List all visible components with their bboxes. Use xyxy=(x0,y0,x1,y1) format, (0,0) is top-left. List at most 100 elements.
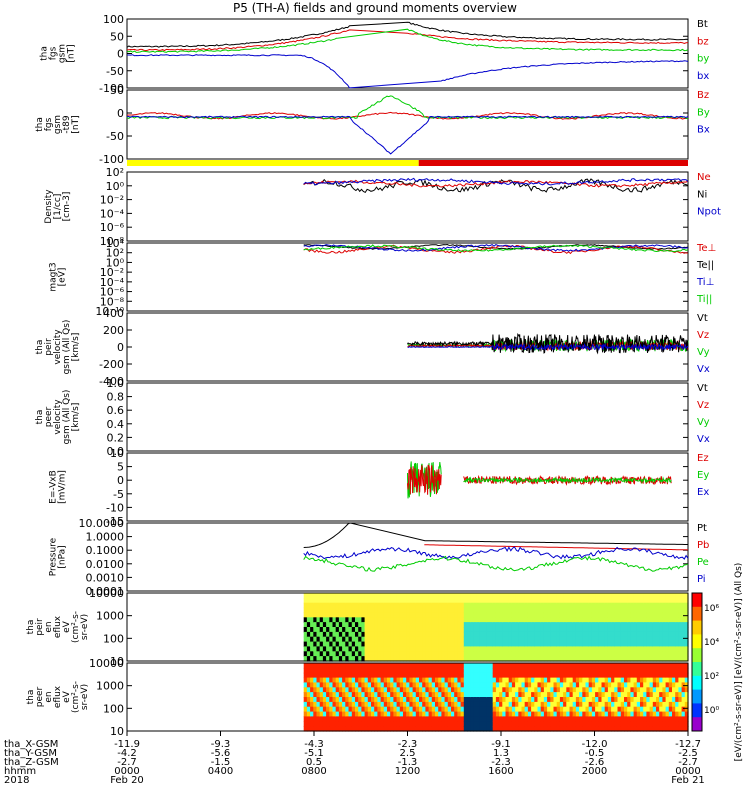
spectrogram-cell xyxy=(415,656,420,662)
spectrogram-cell xyxy=(531,656,535,662)
spectrogram-cell xyxy=(316,677,321,684)
spectrogram-cell xyxy=(601,716,606,722)
spectrogram-cell xyxy=(591,663,596,669)
spectrogram-cell xyxy=(652,607,657,614)
spectrogram-cell xyxy=(563,706,567,713)
spectrogram-cell xyxy=(470,682,474,688)
spectrogram-cell xyxy=(412,641,417,648)
spectrogram-cell xyxy=(438,663,442,669)
spectrogram-cell xyxy=(624,672,628,679)
spectrogram-cell xyxy=(377,636,382,643)
spectrogram-cell xyxy=(518,687,523,693)
spectrogram-cell xyxy=(422,687,426,693)
spectrogram-cell xyxy=(585,607,590,614)
spectrogram-cell xyxy=(508,622,513,628)
spectrogram-cell xyxy=(463,622,468,628)
spectrogram-cell xyxy=(319,721,324,727)
legend-Npot: Npot xyxy=(697,207,721,218)
spectrogram-cell xyxy=(665,593,670,599)
spectrogram-cell xyxy=(374,687,378,693)
spectrogram-cell xyxy=(380,631,385,638)
spectrogram-cell xyxy=(383,646,388,652)
spectrogram-cell xyxy=(419,622,423,628)
spectrogram-cell xyxy=(303,656,308,662)
spectrogram-cell xyxy=(556,631,561,638)
spectrogram-cell xyxy=(620,641,625,648)
spectrogram-cell xyxy=(540,636,545,643)
spectrogram-cell xyxy=(393,677,398,684)
spectrogram-cell xyxy=(611,622,615,628)
spectrogram-cell xyxy=(387,726,391,732)
spectrogram-cell xyxy=(534,672,539,679)
spectrogram-cell xyxy=(684,641,689,648)
spectrogram-cell xyxy=(540,593,545,599)
y-tick-label: 100 xyxy=(103,702,124,715)
spectrogram-cell xyxy=(345,636,350,643)
spectrogram-cell xyxy=(569,672,574,679)
spectrogram-cell xyxy=(675,602,679,609)
spectrogram-cell xyxy=(646,667,651,674)
spectrogram-cell xyxy=(348,651,353,657)
spectrogram-cell xyxy=(415,726,420,732)
spectrogram-cell xyxy=(575,656,580,662)
spectrogram-cell xyxy=(601,701,606,708)
spectrogram-cell xyxy=(646,726,651,732)
spectrogram-cell xyxy=(457,646,462,652)
spectrogram-cell xyxy=(470,612,474,618)
spectrogram-cell xyxy=(332,721,337,727)
spectrogram-cell xyxy=(656,636,660,643)
spectrogram-cell xyxy=(409,636,414,643)
spectrogram-cell xyxy=(681,651,686,657)
spectrogram-cell xyxy=(495,651,500,657)
spectrogram-cell xyxy=(502,656,507,662)
spectrogram-cell xyxy=(403,617,407,623)
spectrogram-cell xyxy=(614,622,619,628)
spectrogram-cell xyxy=(620,667,625,674)
spectrogram-cell xyxy=(672,726,676,732)
spectrogram-cell xyxy=(595,701,599,708)
spectrogram-cell xyxy=(534,622,539,628)
spectrogram-cell xyxy=(604,627,609,633)
spectrogram-cell xyxy=(438,651,442,657)
spectrogram-cell xyxy=(422,682,426,688)
spectrogram-cell xyxy=(591,656,596,662)
spectrogram-cell xyxy=(553,612,558,618)
spectrogram-cell xyxy=(387,716,391,722)
spectrogram-cell xyxy=(572,721,577,727)
spectrogram-cell xyxy=(627,651,631,657)
spectrogram-cell xyxy=(377,631,382,638)
y-tick-label: -5 xyxy=(113,488,124,501)
spectrogram-cell xyxy=(322,617,327,623)
spectrogram-cell xyxy=(355,607,359,614)
spectrogram-cell xyxy=(348,663,353,669)
spectrogram-cell xyxy=(447,706,452,713)
spectrogram-cell xyxy=(662,656,667,662)
spectrogram-cell xyxy=(463,627,468,633)
spectrogram-cell xyxy=(390,627,394,633)
spectrogram-cell xyxy=(662,646,667,652)
spectrogram-cell xyxy=(611,711,615,718)
spectrogram-cell xyxy=(611,656,615,662)
spectrogram-cell xyxy=(412,667,417,674)
y-tick-label: 100 xyxy=(103,13,124,26)
spectrogram-cell xyxy=(306,612,311,618)
spectrogram-cell xyxy=(374,597,378,604)
spectrogram-cell xyxy=(633,656,638,662)
y-axis-label: gsm xyxy=(58,44,68,63)
spectrogram-cell xyxy=(371,612,375,618)
spectrogram-cell xyxy=(374,697,378,703)
spectrogram-cell xyxy=(399,617,404,623)
spectrogram-cell xyxy=(361,677,366,684)
spectrogram-cell xyxy=(428,701,433,708)
spectrogram-cell xyxy=(588,641,593,648)
spectrogram-cell xyxy=(681,682,686,688)
spectrogram-cell xyxy=(502,631,507,638)
spectrogram-cell xyxy=(633,716,638,722)
spectrogram-cell xyxy=(524,677,529,684)
spectrogram-cell xyxy=(345,656,350,662)
spectrogram-cell xyxy=(441,677,446,684)
spectrogram-cell xyxy=(575,682,580,688)
spectrogram-cell xyxy=(588,682,593,688)
spectrogram-cell xyxy=(563,697,567,703)
spectrogram-cell xyxy=(527,641,532,648)
